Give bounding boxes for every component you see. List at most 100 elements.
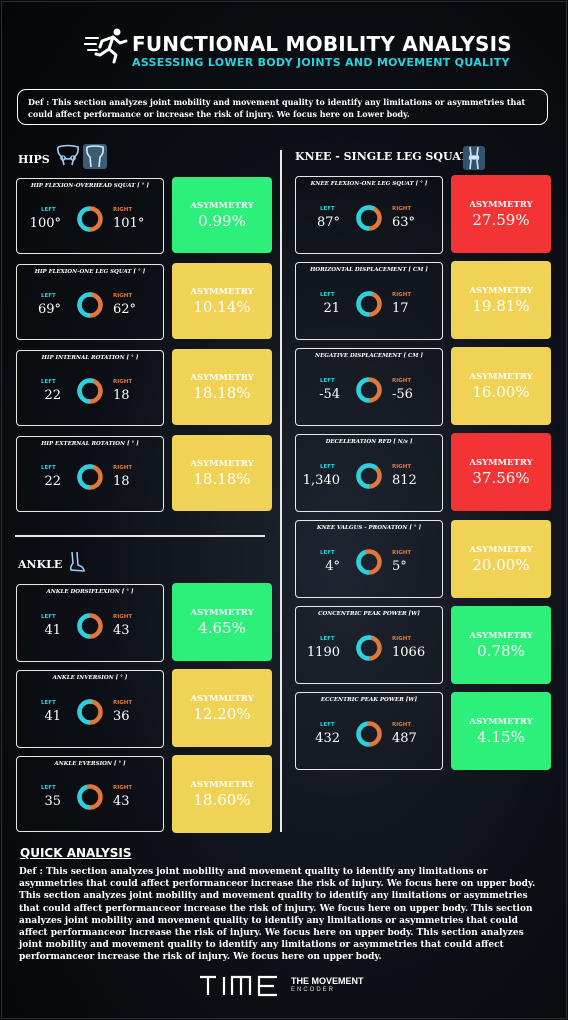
donut-left-segment <box>356 205 382 231</box>
pelvis-icon <box>57 144 79 166</box>
asymmetry-value: 37.56% <box>472 469 530 487</box>
asymmetry-donut <box>77 699 103 725</box>
ankle-section-title: ANKLE <box>18 558 63 571</box>
hips-metric-card: HIP EXTERNAL ROTATION [ ° ] LEFT 22 RIGHT 18 <box>16 436 164 512</box>
asymmetry-donut <box>77 292 103 318</box>
footer-logo: THE MOVEMENT ENCODER <box>199 975 364 1002</box>
right-value: 487 <box>392 731 417 746</box>
metric-name: KNEE VALGUS - PRONATION [ ° ] <box>316 525 422 531</box>
section-divider <box>15 535 265 537</box>
knee-asymmetry-card: ASYMMETRY 0.78% <box>451 606 551 684</box>
metric-name: ANKLE INVERSION [ ° ] <box>52 675 128 681</box>
quick-analysis-text: Def : This section analyzes joint mobili… <box>19 867 536 963</box>
footer-brand-line2: ENCODER <box>291 987 336 993</box>
right-label: RIGHT <box>392 464 412 470</box>
metric-name: NEGATIVE DISPLACEMENT [ CM ] <box>315 353 423 359</box>
hips-metric-card: HIP INTERNAL ROTATION [ ° ] LEFT 22 RIGHT 18 <box>16 350 164 426</box>
asymmetry-value: 27.59% <box>472 211 530 229</box>
right-label: RIGHT <box>113 379 133 385</box>
knee-metric-card: DECELERATION RFD [ N/s ] LEFT 1,340 RIGHT 81… <box>295 434 443 512</box>
right-value: 62° <box>113 302 137 317</box>
hips-metric-card: HIP FLEXION-OVERHEAD SQUAT [ ° ] LEFT 100°… <box>16 178 164 254</box>
left-label: LEFT <box>320 722 335 728</box>
asymmetry-label: ASYMMETRY <box>469 717 533 727</box>
asymmetry-value: 18.60% <box>193 791 251 809</box>
donut-left-segment <box>356 549 382 575</box>
asymmetry-value: 16.00% <box>472 383 530 401</box>
asymmetry-label: ASYMMETRY <box>190 694 254 704</box>
right-value: 36 <box>113 709 130 724</box>
knee-metric-card: KNEE VALGUS - PRONATION [ ° ] LEFT 4° RIGHT… <box>295 520 443 598</box>
asymmetry-value: 0.78% <box>477 642 525 660</box>
asymmetry-donut <box>356 377 382 403</box>
metric-name: HIP FLEXION-OVERHEAD SQUAT [ ° ] <box>31 183 149 189</box>
left-value: 432 <box>315 731 340 746</box>
ankle-asymmetry-card: ASYMMETRY 12.20% <box>172 669 272 747</box>
left-value: 1190 <box>306 645 340 660</box>
foot-xray-icon <box>70 551 85 572</box>
asymmetry-label: ASYMMETRY <box>190 608 254 618</box>
left-label: LEFT <box>320 292 335 298</box>
metric-name: CONCENTRIC PEAK POWER [W] <box>318 611 420 617</box>
asymmetry-value: 12.20% <box>193 705 251 723</box>
asymmetry-donut <box>356 635 382 661</box>
metric-name: ANKLE EVERSION [ ° ] <box>54 761 126 767</box>
page-title: FUNCTIONAL MOBILITY ANALYSIS <box>132 32 512 56</box>
metric-name: HIP EXTERNAL ROTATION [ ° ] <box>41 441 139 447</box>
right-value: 43 <box>113 794 130 809</box>
right-value: 17 <box>392 301 409 316</box>
knee-asymmetry-card: ASYMMETRY 27.59% <box>451 175 551 253</box>
right-label: RIGHT <box>392 292 412 298</box>
asymmetry-label: ASYMMETRY <box>190 201 254 211</box>
knee-metric-card: ECCENTRIC PEAK POWER [W] LEFT 432 RIGHT 487 <box>295 692 443 770</box>
page-subtitle: ASSESSING LOWER BODY JOINTS AND MOVEMENT… <box>132 56 510 69</box>
quick-analysis-title: QUICK ANALYSIS <box>20 846 132 860</box>
metric-name: ECCENTRIC PEAK POWER [W] <box>320 697 418 703</box>
asymmetry-value: 20.00% <box>472 556 530 574</box>
knee-asymmetry-card: ASYMMETRY 37.56% <box>451 433 551 511</box>
right-label: RIGHT <box>392 550 412 556</box>
hips-asymmetry-card: ASYMMETRY 18.18% <box>172 435 272 511</box>
hips-metric-card: HIP FLEXION-ONE LEG SQUAT [ ° ] LEFT 69° RI… <box>16 264 164 340</box>
asymmetry-donut <box>77 206 103 232</box>
footer-brand-line1: THE MOVEMENT <box>291 976 364 986</box>
metric-name: HIP FLEXION-ONE LEG SQUAT [ ° ] <box>34 269 146 275</box>
right-value: 812 <box>392 473 417 488</box>
right-label: RIGHT <box>392 636 412 642</box>
right-label: RIGHT <box>113 293 133 299</box>
left-value: 41 <box>44 709 61 724</box>
left-value: 35 <box>44 794 61 809</box>
knee-metric-card: KNEE FLEXION-ONE LEG SQUAT [ ° ] LEFT 87° R… <box>295 176 443 254</box>
right-label: RIGHT <box>113 700 133 706</box>
right-value: 18 <box>113 388 130 403</box>
ankle-metric-card: ANKLE INVERSION [ ° ] LEFT 41 RIGHT 36 <box>16 670 164 748</box>
asymmetry-label: ASYMMETRY <box>469 545 533 555</box>
metric-name: HIP INTERNAL ROTATION [ ° ] <box>41 355 139 361</box>
right-label: RIGHT <box>392 206 412 212</box>
left-label: LEFT <box>320 550 335 556</box>
hips-asymmetry-card: ASYMMETRY 0.99% <box>172 177 272 253</box>
metric-name: DECELERATION RFD [ N/s ] <box>325 439 413 445</box>
ankle-metric-card: ANKLE EVERSION [ ° ] LEFT 35 RIGHT 43 <box>16 756 164 832</box>
left-label: LEFT <box>41 614 56 620</box>
asymmetry-value: 19.81% <box>472 297 530 315</box>
asymmetry-donut <box>77 378 103 404</box>
asymmetry-label: ASYMMETRY <box>469 286 533 296</box>
left-value: 69° <box>37 302 61 317</box>
donut-left-segment <box>356 463 382 489</box>
knee-metric-card: HORIZONTAL DISPLACEMENT [ CM ] LEFT 21 RIGH… <box>295 262 443 340</box>
asymmetry-donut <box>356 205 382 231</box>
right-label: RIGHT <box>392 378 412 384</box>
left-value: 87° <box>316 215 340 230</box>
asymmetry-donut <box>356 291 382 317</box>
metric-name: ANKLE DORSIFLEXION [ ° ] <box>46 589 134 595</box>
donut-left-segment <box>356 635 382 661</box>
asymmetry-label: ASYMMETRY <box>469 631 533 641</box>
knee-asymmetry-card: ASYMMETRY 4.15% <box>451 692 551 770</box>
asymmetry-value: 10.14% <box>193 298 251 316</box>
ankle-asymmetry-card: ASYMMETRY 18.60% <box>172 755 272 833</box>
definition-box: Def : This section analyzes joint mobili… <box>17 89 548 125</box>
left-value: 1,340 <box>302 473 340 488</box>
left-label: LEFT <box>41 293 56 299</box>
left-value: 22 <box>44 388 61 403</box>
